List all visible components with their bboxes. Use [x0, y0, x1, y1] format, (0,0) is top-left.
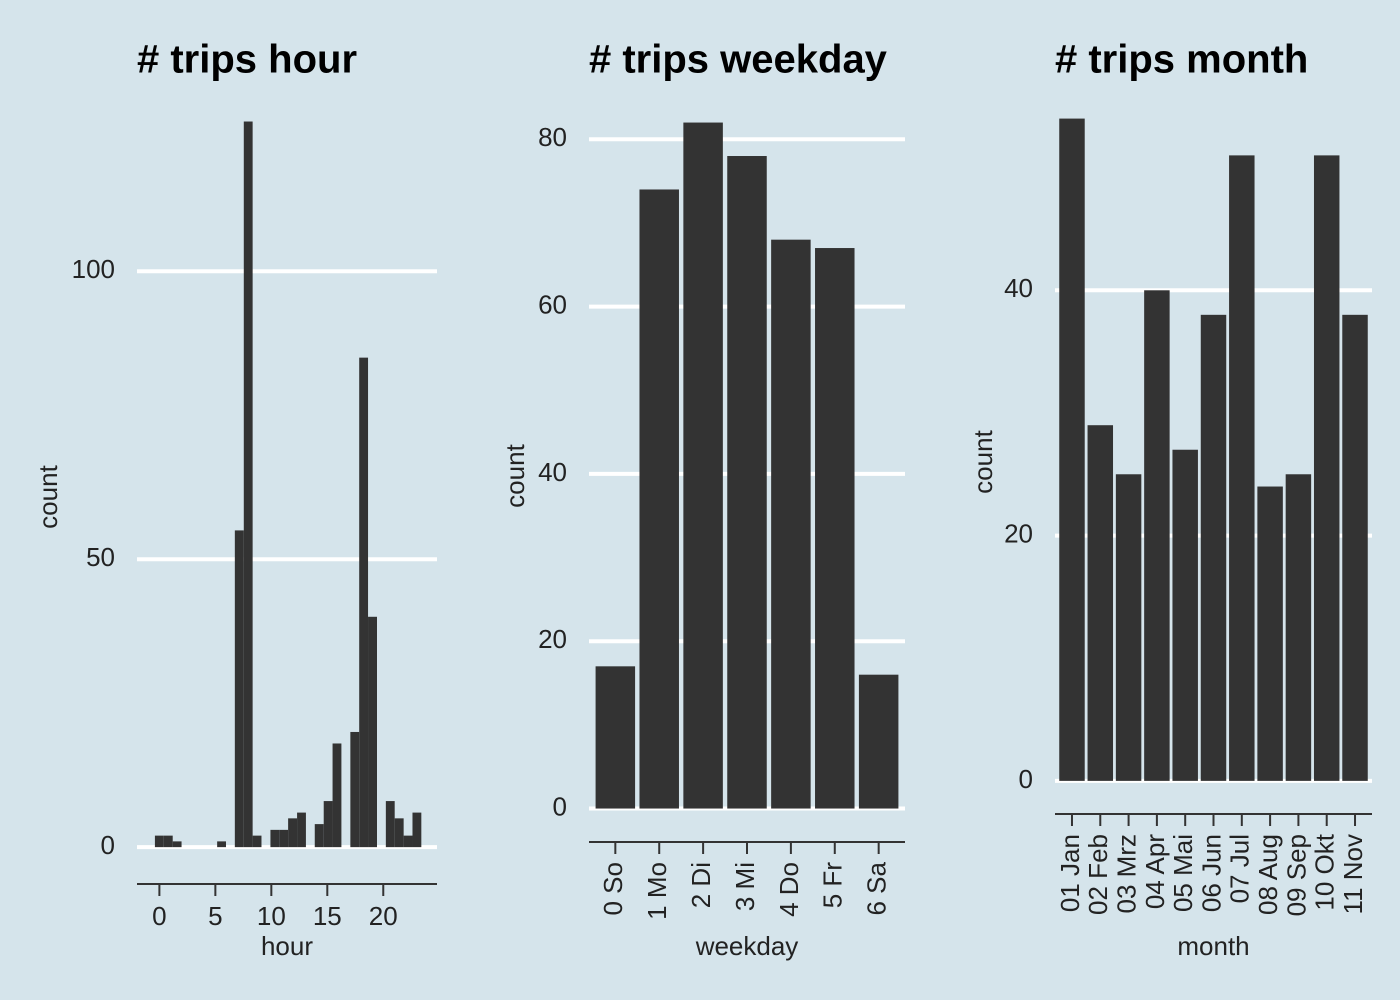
bar	[394, 818, 404, 848]
bar	[815, 248, 855, 809]
bar	[350, 731, 360, 848]
x-axis-label: hour	[261, 931, 313, 961]
x-tick-label: 1 Mo	[642, 862, 672, 920]
x-tick-label: 5	[208, 901, 222, 931]
bar	[1200, 314, 1227, 781]
y-axis-label: count	[968, 429, 998, 493]
bar	[332, 743, 342, 848]
x-axis-label: month	[1177, 931, 1249, 961]
y-tick-label: 50	[86, 542, 115, 572]
x-tick-label: 4 Do	[774, 862, 804, 917]
y-axis-label: count	[500, 443, 530, 507]
chart-title: # trips hour	[137, 38, 357, 82]
x-tick-label: 10	[257, 901, 286, 931]
x-tick-label: 03 Mrz	[1111, 834, 1141, 913]
x-tick-label: 2 Di	[686, 862, 716, 908]
bar	[163, 835, 173, 848]
bar	[288, 818, 298, 848]
bar	[1257, 486, 1283, 781]
bar	[252, 835, 262, 848]
bar	[368, 616, 377, 848]
x-tick-label: 06 Jun	[1196, 834, 1226, 912]
x-tick-label: 01 Jan	[1055, 834, 1085, 912]
bar	[858, 674, 899, 809]
bar	[172, 841, 182, 848]
bar	[1229, 155, 1255, 781]
bar	[639, 189, 679, 809]
x-axis-label: weekday	[695, 931, 799, 961]
bar	[279, 829, 289, 848]
bar	[683, 122, 723, 809]
bar	[217, 841, 226, 848]
bar	[1172, 449, 1198, 781]
bar	[1342, 314, 1368, 781]
bar	[270, 829, 280, 848]
bar	[243, 121, 253, 848]
x-tick-label: 10 Okt	[1310, 833, 1340, 910]
bar	[1059, 118, 1085, 781]
y-tick-label: 0	[101, 830, 115, 860]
y-tick-label: 40	[1004, 273, 1033, 303]
x-tick-label: 05 Mai	[1168, 834, 1198, 912]
chart-title: # trips month	[1055, 38, 1308, 82]
x-tick-label: 0 So	[598, 862, 628, 916]
bar	[359, 357, 369, 848]
x-tick-label: 08 Aug	[1253, 834, 1283, 915]
bar	[771, 239, 811, 809]
bar	[297, 812, 306, 848]
bar	[323, 801, 333, 848]
bar	[595, 666, 636, 809]
x-tick-label: 3 Mi	[730, 862, 760, 911]
x-tick-label: 04 Apr	[1140, 834, 1170, 910]
bar	[1087, 425, 1114, 781]
bar	[1313, 155, 1340, 781]
bar	[1144, 290, 1170, 781]
bar	[1285, 474, 1312, 781]
x-tick-label: 15	[313, 901, 342, 931]
y-tick-label: 0	[1019, 764, 1033, 794]
bar	[234, 530, 244, 848]
x-tick-label: 11 Nov	[1338, 834, 1368, 914]
y-tick-label: 40	[538, 457, 567, 487]
y-tick-label: 80	[538, 122, 567, 152]
x-tick-label: 20	[369, 901, 398, 931]
x-tick-label: 02 Feb	[1083, 834, 1113, 915]
bar	[314, 824, 324, 848]
y-tick-label: 20	[538, 624, 567, 654]
y-tick-label: 60	[538, 289, 567, 319]
x-tick-label: 0	[152, 901, 166, 931]
x-tick-label: 5 Fr	[818, 862, 848, 909]
bar	[1115, 474, 1142, 781]
x-tick-label: 07 Jul	[1225, 834, 1255, 903]
bar	[154, 835, 164, 848]
chart-title: # trips weekday	[589, 38, 888, 82]
bar	[727, 156, 767, 809]
bar	[412, 812, 422, 848]
bar	[403, 835, 413, 848]
y-tick-label: 0	[553, 791, 567, 821]
y-axis-label: count	[33, 464, 63, 528]
y-tick-label: 20	[1004, 518, 1033, 548]
bar	[385, 801, 395, 848]
y-tick-label: 100	[72, 254, 115, 284]
x-tick-label: 09 Sep	[1281, 834, 1311, 916]
x-tick-label: 6 Sa	[862, 861, 892, 915]
